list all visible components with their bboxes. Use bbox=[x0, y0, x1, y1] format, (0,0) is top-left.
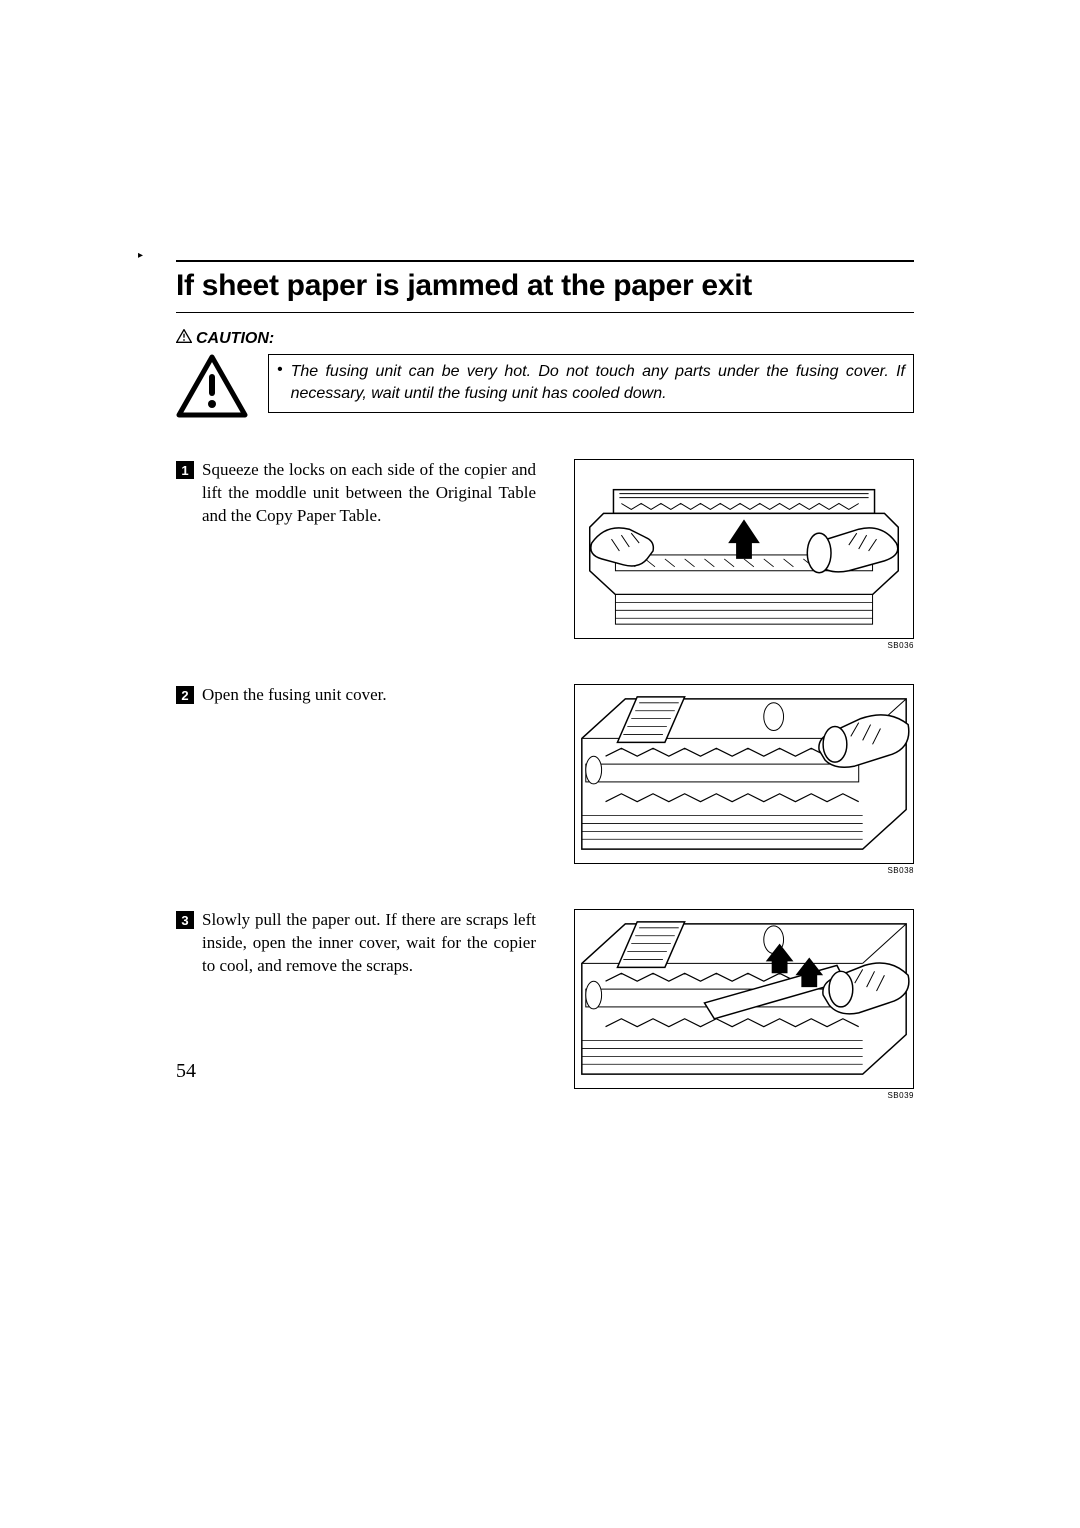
caution-small-triangle-icon bbox=[176, 329, 192, 348]
step-number: 3 bbox=[176, 911, 194, 929]
figure-1 bbox=[574, 459, 914, 639]
figure-code: SB039 bbox=[887, 1091, 914, 1100]
caution-box: • The fusing unit can be very hot. Do no… bbox=[268, 354, 914, 413]
step-text: Squeeze the locks on each side of the co… bbox=[202, 459, 536, 528]
figure-code: SB036 bbox=[887, 641, 914, 650]
caution-bullet: • bbox=[277, 361, 283, 404]
caution-text: The fusing unit can be very hot. Do not … bbox=[291, 361, 905, 404]
step-2: 2 Open the fusing unit cover. bbox=[176, 684, 914, 875]
steps-list: 1 Squeeze the locks on each side of the … bbox=[176, 459, 914, 1100]
figure-2 bbox=[574, 684, 914, 864]
step-number: 2 bbox=[176, 686, 194, 704]
figure-3 bbox=[574, 909, 914, 1089]
step-1: 1 Squeeze the locks on each side of the … bbox=[176, 459, 914, 650]
caution-triangle-icon bbox=[176, 354, 248, 423]
caution-label-text: CAUTION: bbox=[196, 330, 274, 348]
step-number: 1 bbox=[176, 461, 194, 479]
caution-block: • The fusing unit can be very hot. Do no… bbox=[176, 354, 914, 423]
crop-mark: ▸ bbox=[138, 250, 143, 261]
page-number: 54 bbox=[176, 1060, 196, 1083]
caution-label: CAUTION: bbox=[176, 329, 914, 348]
step-text: Slowly pull the paper out. If there are … bbox=[202, 909, 536, 978]
page-content: If sheet paper is jammed at the paper ex… bbox=[176, 260, 914, 1100]
step-3: 3 Slowly pull the paper out. If there ar… bbox=[176, 909, 914, 1100]
step-text: Open the fusing unit cover. bbox=[202, 684, 387, 707]
figure-code: SB038 bbox=[887, 866, 914, 875]
section-heading: If sheet paper is jammed at the paper ex… bbox=[176, 268, 914, 304]
heading-rule-bottom bbox=[176, 312, 914, 313]
heading-rule-top bbox=[176, 260, 914, 262]
